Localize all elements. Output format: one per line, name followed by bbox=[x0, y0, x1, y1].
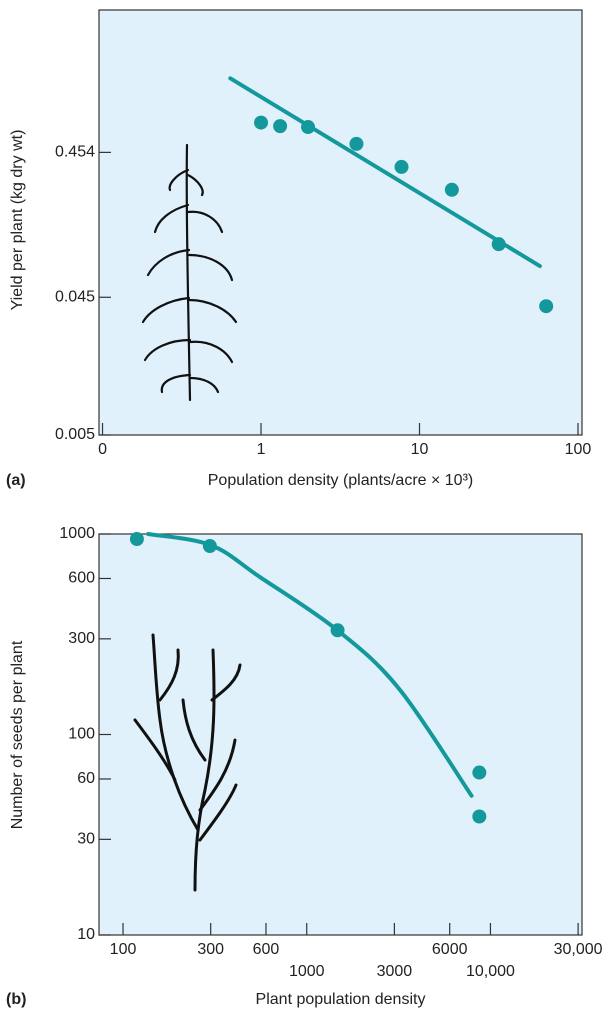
data-point bbox=[472, 765, 487, 780]
data-point bbox=[273, 119, 288, 134]
corn-illustration bbox=[141, 143, 238, 402]
y-tick-label: 0.005 bbox=[55, 426, 95, 443]
fit-line bbox=[228, 76, 542, 269]
x-axis-label: Plant population density bbox=[256, 991, 426, 1008]
data-point bbox=[349, 136, 364, 151]
plant-illustration bbox=[133, 633, 242, 892]
x-tick-label: 100 bbox=[110, 941, 137, 958]
y-tick-label: 1000 bbox=[59, 525, 95, 542]
data-point bbox=[444, 182, 459, 197]
plot-area-b bbox=[98, 533, 583, 936]
y-tick-label: 0.454 bbox=[55, 144, 95, 161]
x-tick-label: 30,000 bbox=[554, 941, 603, 958]
y-tick-label: 30 bbox=[77, 831, 95, 848]
panel-label: (a) bbox=[6, 472, 26, 489]
fit-line bbox=[146, 532, 474, 798]
data-point bbox=[539, 299, 554, 314]
data-point bbox=[394, 159, 409, 174]
y-tick-label: 60 bbox=[77, 770, 95, 787]
x-axis-label: Population density (plants/acre × 10³) bbox=[208, 472, 473, 489]
data-point bbox=[129, 532, 144, 547]
data-point bbox=[472, 809, 487, 824]
x-tick-label: 1 bbox=[257, 441, 266, 458]
x-tick-label: 600 bbox=[253, 941, 280, 958]
y-axis-label: Number of seeds per plant bbox=[9, 640, 26, 829]
x-tick-label: 6000 bbox=[432, 941, 468, 958]
x-tick-label: 10,000 bbox=[466, 963, 515, 980]
y-axis-label: Yield per plant (kg dry wt) bbox=[9, 130, 26, 311]
y-tick-label: 300 bbox=[68, 630, 95, 647]
x-tick-label: 3000 bbox=[377, 963, 413, 980]
y-tick-label: 10 bbox=[77, 926, 95, 943]
y-tick-label: 600 bbox=[68, 570, 95, 587]
x-tick-label: 10 bbox=[411, 441, 429, 458]
plot-area-a bbox=[98, 9, 583, 436]
x-tick-label: 100 bbox=[565, 441, 592, 458]
data-point bbox=[254, 115, 269, 130]
x-tick-label: 300 bbox=[197, 941, 224, 958]
x-tick-label: 0 bbox=[98, 441, 107, 458]
x-tick-label: 1000 bbox=[289, 963, 325, 980]
panel-label: (b) bbox=[6, 991, 26, 1008]
y-tick-label: 100 bbox=[68, 726, 95, 743]
y-tick-label: 0.045 bbox=[55, 288, 95, 305]
